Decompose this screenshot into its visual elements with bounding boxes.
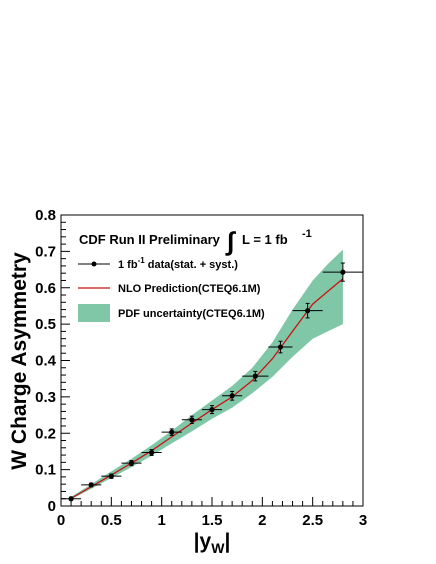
data-points-layer [61, 262, 363, 502]
y-tick-label: 0.1 [35, 462, 56, 479]
y-tick-label: 0.2 [35, 425, 56, 442]
x-axis-title: |yW| [194, 530, 231, 556]
data-marker [252, 373, 258, 379]
data-marker [189, 417, 195, 423]
legend: 1 fb-1 data(stat. + syst.) NLO Predictio… [78, 256, 265, 322]
y-tick-label: 0.7 [35, 243, 56, 260]
data-marker [340, 269, 346, 275]
legend-entry-pdf: PDF uncertainty(CTEQ6.1M) [78, 304, 265, 322]
legend-data-marker [91, 261, 97, 267]
data-marker [128, 460, 135, 466]
x-tick-label: 2 [258, 512, 266, 529]
luminosity-exponent: -1 [302, 228, 312, 240]
y-tick-label: 0.4 [35, 353, 57, 370]
data-point-6 [181, 415, 202, 424]
legend-pdf-swatch [78, 304, 110, 322]
legend-data-label: 1 fb-1 data(stat. + syst.) [118, 256, 238, 271]
y-axis-title: W Charge Asymmetry [8, 252, 31, 470]
data-point-1 [81, 482, 102, 488]
data-point-7 [201, 405, 223, 415]
data-point-2 [101, 473, 122, 479]
data-point-3 [121, 460, 142, 467]
data-marker [277, 344, 284, 350]
data-marker [68, 496, 74, 502]
x-tick-label: 1.5 [202, 512, 223, 529]
data-point-10 [268, 340, 293, 354]
data-point-4 [141, 449, 162, 456]
experiment-label: CDF Run II Preliminary [79, 232, 221, 247]
data-marker [229, 393, 235, 399]
y-tick-label: 0.3 [35, 389, 56, 406]
x-tick-label: 3 [359, 512, 367, 529]
legend-pdf-label: PDF uncertainty(CTEQ6.1M) [118, 308, 265, 320]
ticks-layer: 0 0.5 1 1.5 2 2.5 3 0 0.1 0.2 0.3 0.4 0.5 0.6 0.7 0.8 [35, 207, 367, 529]
legend-nlo-label: NLO Prediction(CTEQ6.1M) [118, 283, 261, 295]
data-point-8 [222, 390, 243, 401]
data-marker [305, 308, 311, 314]
luminosity-label: L = 1 fb [242, 232, 288, 247]
y-tick-label: 0.5 [35, 316, 56, 333]
data-point-9 [242, 370, 269, 382]
legend-entry-nlo: NLO Prediction(CTEQ6.1M) [78, 283, 261, 295]
x-tick-label: 1 [157, 512, 165, 529]
data-marker [88, 482, 94, 488]
x-tick-label: 2.5 [302, 512, 323, 529]
y-tick-label: 0.6 [35, 280, 56, 297]
data-marker [169, 429, 175, 435]
data-marker [108, 473, 114, 479]
x-tick-label: 0.5 [101, 512, 122, 529]
x-tick-label: 0 [57, 512, 65, 529]
y-tick-label: 0.8 [35, 207, 56, 224]
legend-entry-data: 1 fb-1 data(stat. + syst.) [78, 256, 238, 271]
integral-symbol: ∫ [225, 226, 236, 256]
data-point-12 [322, 262, 363, 282]
legend-header: CDF Run II Preliminary ∫ L = 1 fb -1 [79, 226, 312, 256]
data-marker [209, 407, 215, 413]
data-marker [149, 449, 155, 456]
data-point-11 [292, 302, 323, 319]
data-point-5 [161, 428, 182, 436]
y-tick-label: 0 [48, 498, 56, 515]
